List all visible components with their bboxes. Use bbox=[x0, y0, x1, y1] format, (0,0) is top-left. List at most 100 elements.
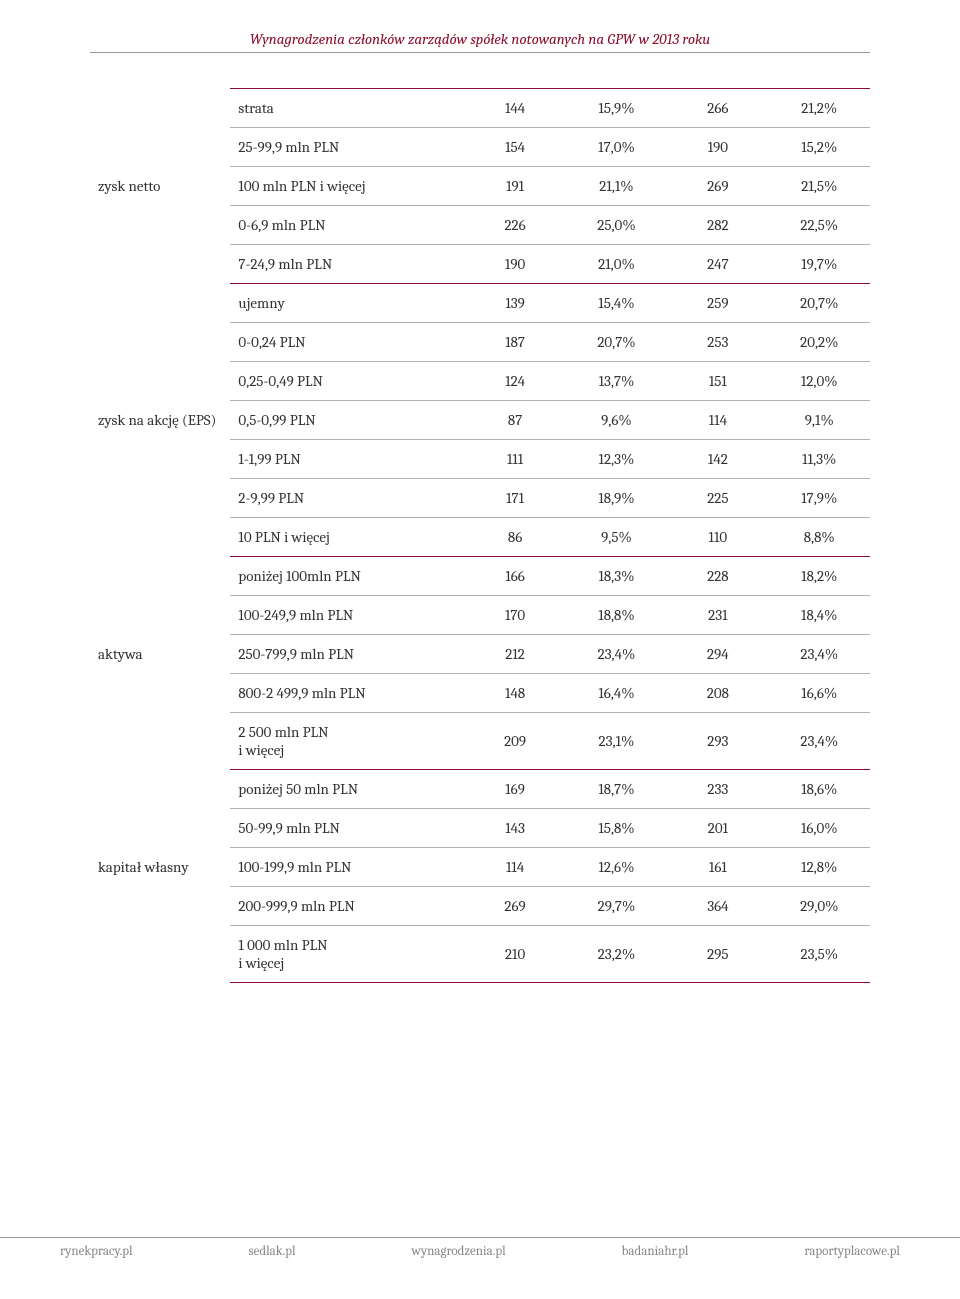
cell-value: 16,0% bbox=[769, 809, 870, 848]
cell-value: 191 bbox=[464, 167, 565, 206]
cell-value: 23,4% bbox=[566, 635, 667, 674]
row-label: 1 000 mln PLN i więcej bbox=[230, 926, 464, 983]
cell-value: 18,7% bbox=[566, 770, 667, 809]
cell-value: 17,0% bbox=[566, 128, 667, 167]
row-label: 50-99,9 mln PLN bbox=[230, 809, 464, 848]
cell-value: 171 bbox=[464, 479, 565, 518]
cell-value: 295 bbox=[667, 926, 768, 983]
cell-value: 201 bbox=[667, 809, 768, 848]
cell-value: 15,4% bbox=[566, 284, 667, 323]
cell-value: 154 bbox=[464, 128, 565, 167]
cell-value: 23,4% bbox=[769, 635, 870, 674]
cell-value: 21,1% bbox=[566, 167, 667, 206]
cell-value: 110 bbox=[667, 518, 768, 557]
row-label: 10 PLN i więcej bbox=[230, 518, 464, 557]
cell-value: 16,6% bbox=[769, 674, 870, 713]
footer-link: wynagrodzenia.pl bbox=[412, 1244, 506, 1259]
footer-links: rynekpracy.plsedlak.plwynagrodzenia.plba… bbox=[0, 1237, 960, 1259]
cell-value: 15,8% bbox=[566, 809, 667, 848]
cell-value: 18,8% bbox=[566, 596, 667, 635]
cell-value: 18,4% bbox=[769, 596, 870, 635]
cell-value: 170 bbox=[464, 596, 565, 635]
cell-value: 21,2% bbox=[769, 89, 870, 128]
row-label: 800-2 499,9 mln PLN bbox=[230, 674, 464, 713]
row-label: 2-9,99 PLN bbox=[230, 479, 464, 518]
row-label: 100 mln PLN i więcej bbox=[230, 167, 464, 206]
cell-value: 18,6% bbox=[769, 770, 870, 809]
cell-value: 124 bbox=[464, 362, 565, 401]
table-row: 25-99,9 mln PLN15417,0%19015,2% bbox=[90, 128, 870, 167]
cell-value: 87 bbox=[464, 401, 565, 440]
table-row: 2 500 mln PLN i więcej20923,1%29323,4% bbox=[90, 713, 870, 770]
cell-value: 166 bbox=[464, 557, 565, 596]
cell-value: 142 bbox=[667, 440, 768, 479]
cell-value: 13,7% bbox=[566, 362, 667, 401]
cell-value: 12,0% bbox=[769, 362, 870, 401]
cell-value: 23,1% bbox=[566, 713, 667, 770]
row-label: poniżej 100mln PLN bbox=[230, 557, 464, 596]
row-label: 0-6,9 mln PLN bbox=[230, 206, 464, 245]
section-header-spacer bbox=[90, 557, 230, 596]
page-title: Wynagrodzenia członków zarządów spółek n… bbox=[90, 30, 870, 53]
table-row: strata14415,9%26621,2% bbox=[90, 89, 870, 128]
section-header-spacer bbox=[90, 128, 230, 167]
cell-value: 114 bbox=[667, 401, 768, 440]
row-label: 2 500 mln PLN i więcej bbox=[230, 713, 464, 770]
cell-value: 12,6% bbox=[566, 848, 667, 887]
row-label: 200-999,9 mln PLN bbox=[230, 887, 464, 926]
cell-value: 17,9% bbox=[769, 479, 870, 518]
cell-value: 169 bbox=[464, 770, 565, 809]
row-label: strata bbox=[230, 89, 464, 128]
table-row: poniżej 100mln PLN16618,3%22818,2% bbox=[90, 557, 870, 596]
cell-value: 247 bbox=[667, 245, 768, 284]
section-header-spacer bbox=[90, 926, 230, 983]
cell-value: 21,5% bbox=[769, 167, 870, 206]
section-header-spacer bbox=[90, 713, 230, 770]
data-table: strata14415,9%26621,2%25-99,9 mln PLN154… bbox=[90, 88, 870, 983]
table-row: 0-6,9 mln PLN22625,0%28222,5% bbox=[90, 206, 870, 245]
cell-value: 86 bbox=[464, 518, 565, 557]
section-header-spacer bbox=[90, 770, 230, 809]
footer-link: raportyplacowe.pl bbox=[804, 1244, 900, 1259]
cell-value: 282 bbox=[667, 206, 768, 245]
cell-value: 22,5% bbox=[769, 206, 870, 245]
section-header-spacer bbox=[90, 362, 230, 401]
cell-value: 294 bbox=[667, 635, 768, 674]
row-label: ujemny bbox=[230, 284, 464, 323]
section-header-spacer bbox=[90, 284, 230, 323]
row-label: 250-799,9 mln PLN bbox=[230, 635, 464, 674]
section-header-spacer bbox=[90, 674, 230, 713]
cell-value: 114 bbox=[464, 848, 565, 887]
table-row: kapitał własny100-199,9 mln PLN11412,6%1… bbox=[90, 848, 870, 887]
cell-value: 210 bbox=[464, 926, 565, 983]
cell-value: 16,4% bbox=[566, 674, 667, 713]
cell-value: 18,2% bbox=[769, 557, 870, 596]
cell-value: 228 bbox=[667, 557, 768, 596]
section-header: kapitał własny bbox=[90, 848, 230, 887]
table-row: aktywa250-799,9 mln PLN21223,4%29423,4% bbox=[90, 635, 870, 674]
cell-value: 269 bbox=[464, 887, 565, 926]
table-row: 0,25-0,49 PLN12413,7%15112,0% bbox=[90, 362, 870, 401]
cell-value: 190 bbox=[464, 245, 565, 284]
cell-value: 9,1% bbox=[769, 401, 870, 440]
footer-link: sedlak.pl bbox=[249, 1244, 296, 1259]
cell-value: 208 bbox=[667, 674, 768, 713]
table-row: poniżej 50 mln PLN16918,7%23318,6% bbox=[90, 770, 870, 809]
cell-value: 231 bbox=[667, 596, 768, 635]
table-row: 50-99,9 mln PLN14315,8%20116,0% bbox=[90, 809, 870, 848]
cell-value: 20,2% bbox=[769, 323, 870, 362]
cell-value: 9,5% bbox=[566, 518, 667, 557]
cell-value: 161 bbox=[667, 848, 768, 887]
cell-value: 190 bbox=[667, 128, 768, 167]
cell-value: 29,7% bbox=[566, 887, 667, 926]
cell-value: 226 bbox=[464, 206, 565, 245]
section-header-spacer bbox=[90, 809, 230, 848]
cell-value: 20,7% bbox=[566, 323, 667, 362]
section-header-spacer bbox=[90, 245, 230, 284]
cell-value: 29,0% bbox=[769, 887, 870, 926]
cell-value: 9,6% bbox=[566, 401, 667, 440]
table-row: 2-9,99 PLN17118,9%22517,9% bbox=[90, 479, 870, 518]
table-row: 100-249,9 mln PLN17018,8%23118,4% bbox=[90, 596, 870, 635]
cell-value: 19,7% bbox=[769, 245, 870, 284]
cell-value: 259 bbox=[667, 284, 768, 323]
